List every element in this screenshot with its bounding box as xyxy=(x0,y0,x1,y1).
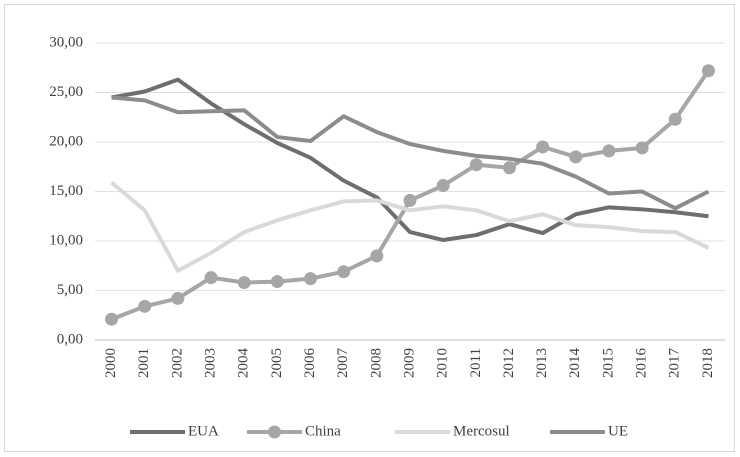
marker xyxy=(436,179,450,193)
y-tick-label: 0,00 xyxy=(57,331,83,347)
marker xyxy=(105,312,119,326)
marker xyxy=(337,265,351,279)
marker xyxy=(370,249,384,263)
marker xyxy=(237,276,251,290)
x-tick-label: 2014 xyxy=(567,348,583,379)
legend-label: UE xyxy=(608,423,628,439)
marker xyxy=(138,299,152,313)
y-tick-label: 15,00 xyxy=(49,183,83,199)
marker xyxy=(171,291,185,305)
marker xyxy=(469,158,483,172)
x-tick-label: 2011 xyxy=(468,348,484,377)
x-tick-label: 2001 xyxy=(136,348,152,378)
x-tick-label: 2018 xyxy=(700,348,716,378)
marker xyxy=(635,141,649,155)
series-line xyxy=(110,181,710,273)
marker xyxy=(304,272,318,286)
x-tick-label: 2008 xyxy=(368,348,384,378)
y-tick-label: 25,00 xyxy=(49,84,83,100)
marker xyxy=(569,150,583,164)
legend-label: China xyxy=(305,423,341,439)
legend-label: Mercosul xyxy=(453,423,510,439)
y-tick-label: 10,00 xyxy=(49,232,83,248)
y-tick-label: 5,00 xyxy=(57,282,83,298)
x-tick-label: 2006 xyxy=(302,348,318,379)
x-tick-label: 2003 xyxy=(202,348,218,378)
marker xyxy=(701,64,715,78)
marker xyxy=(668,112,682,126)
x-tick-label: 2016 xyxy=(634,348,650,379)
series-line xyxy=(111,77,709,243)
x-tick-label: 2000 xyxy=(103,348,119,378)
x-tick-label: 2010 xyxy=(435,348,451,378)
x-tick-label: 2012 xyxy=(501,348,517,378)
marker xyxy=(204,271,218,285)
marker xyxy=(403,193,417,207)
x-tick-label: 2005 xyxy=(269,348,285,378)
legend-label: EUA xyxy=(188,423,219,439)
marker xyxy=(270,275,284,289)
x-tick-label: 2013 xyxy=(534,348,550,378)
x-tick-label: 2004 xyxy=(236,348,252,379)
x-tick-label: 2007 xyxy=(335,348,351,379)
series-line xyxy=(111,95,710,211)
x-tick-label: 2009 xyxy=(401,348,417,378)
y-tick-label: 20,00 xyxy=(49,133,83,149)
y-tick-label: 30,00 xyxy=(49,34,83,50)
x-tick-label: 2002 xyxy=(169,348,185,378)
legend-marker xyxy=(268,425,281,439)
x-tick-label: 2017 xyxy=(667,348,683,379)
marker xyxy=(536,140,550,154)
marker xyxy=(602,144,616,158)
x-tick-label: 2015 xyxy=(600,348,616,378)
marker xyxy=(502,161,516,175)
